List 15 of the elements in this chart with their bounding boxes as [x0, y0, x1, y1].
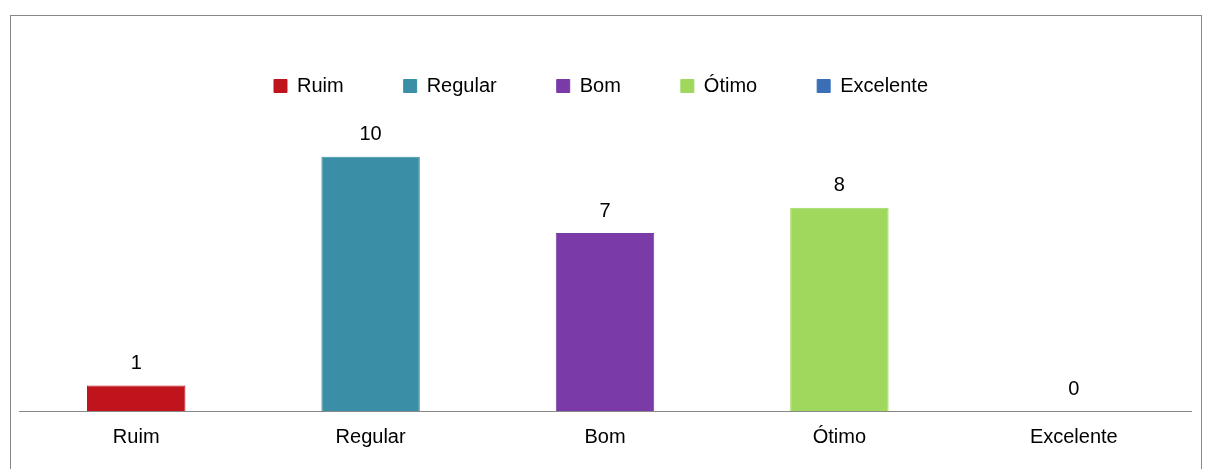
data-label: 10 — [359, 122, 382, 145]
legend-label: Ótimo — [703, 73, 758, 96]
data-label: 0 — [1068, 376, 1080, 399]
legend-label: Ruim — [297, 73, 344, 96]
legend-label: Excelente — [840, 73, 929, 96]
x-tick-label: Bom — [584, 424, 626, 447]
data-label: 1 — [130, 351, 142, 374]
x-tick-label: Regular — [335, 424, 406, 447]
x-tick-label: Ótimo — [812, 424, 867, 447]
legend-label: Bom — [579, 73, 621, 96]
x-tick-label: Excelente — [1029, 424, 1118, 447]
x-tick-label: Ruim — [112, 424, 160, 447]
data-label: 8 — [833, 173, 845, 196]
legend-label: Regular — [426, 73, 498, 96]
data-label: 7 — [599, 198, 611, 221]
